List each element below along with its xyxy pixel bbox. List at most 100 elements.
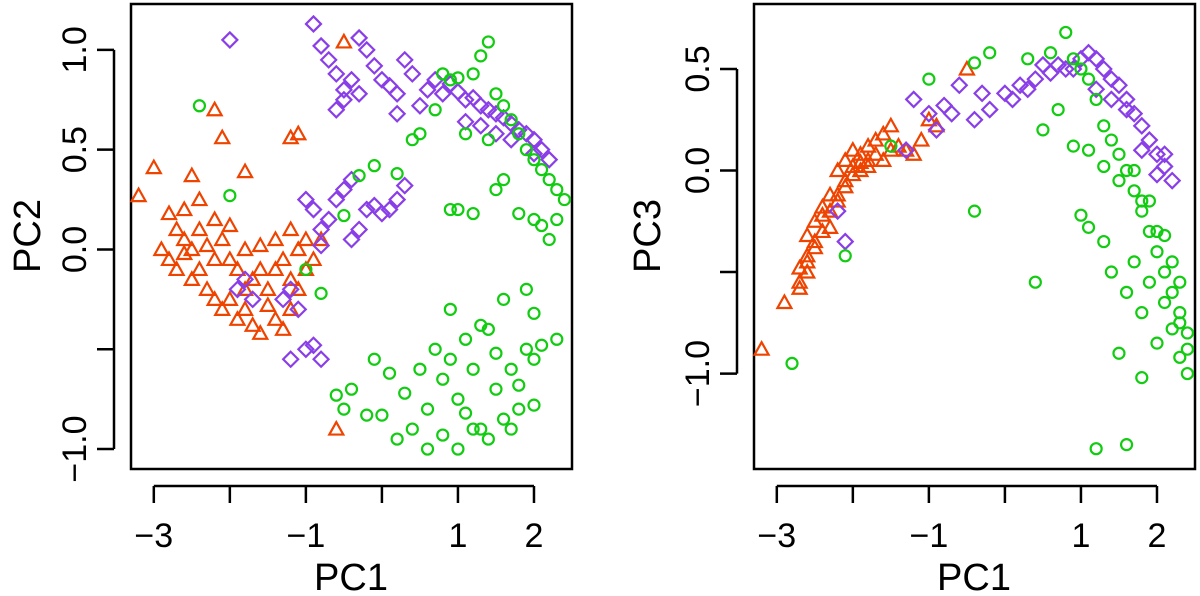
y-tick-label: −1.0 (56, 415, 94, 482)
y-tick-label: 0.0 (56, 226, 94, 273)
diamond-point (950, 76, 969, 95)
diamond-point (935, 96, 954, 115)
circle-point (458, 127, 473, 141)
diamond-point (281, 280, 300, 299)
diamond-point (456, 112, 475, 131)
triangle-point (805, 232, 824, 249)
circle-point (428, 342, 442, 356)
circle-point (512, 206, 526, 221)
triangle-point (175, 244, 194, 261)
diamond-point (927, 120, 946, 139)
circle-point (375, 408, 389, 422)
circle-point (496, 412, 511, 426)
circle-point (489, 346, 503, 360)
diamond-point (327, 100, 346, 119)
diamond-point (1132, 116, 1151, 135)
triangle-point (851, 161, 870, 178)
diamond-point (433, 84, 452, 103)
triangle-point (874, 151, 893, 167)
triangle-point (335, 32, 353, 49)
circle-point (390, 167, 404, 181)
circle-point (344, 382, 359, 396)
diamond-point (289, 300, 308, 319)
circle-point (1165, 255, 1179, 269)
x-tick-label: −3 (757, 517, 796, 555)
x-tick-label: 2 (525, 517, 544, 555)
diamond-point (919, 104, 938, 123)
circle-point (443, 352, 457, 366)
circle-point (1066, 139, 1080, 153)
circle-point (481, 322, 495, 336)
circle-point (527, 153, 541, 167)
triangle-point (821, 201, 839, 218)
circle-point (192, 99, 207, 113)
diamond-point (220, 30, 239, 49)
triangle-point (897, 140, 915, 157)
diamond-point (319, 50, 338, 69)
triangle-point (821, 185, 839, 202)
circle-point (1157, 295, 1172, 310)
y-axis-ticks: −1.0 0.0 0.5 1.0 (56, 26, 116, 483)
scatter-plot-pc1-pc3: −3 −1 1 2 −1.0 0.0 0.5 PC1 PC3 (627, 2, 1197, 596)
triangle-point (289, 124, 308, 141)
triangle-point (213, 128, 232, 145)
triangle-point (205, 290, 224, 306)
diamond-point (388, 104, 407, 123)
triangle-point (836, 151, 855, 167)
data-points (752, 25, 1194, 456)
y-tick-label: −1.0 (679, 340, 717, 407)
circle-point (1112, 147, 1126, 161)
triangle-point (859, 157, 877, 174)
x-tick-label: 2 (1148, 517, 1167, 555)
circle-point (474, 422, 488, 436)
triangle-point (175, 200, 194, 217)
triangle-point (258, 296, 277, 312)
triangle-point (881, 116, 900, 133)
circle-point (1104, 133, 1118, 147)
y-tick-label: 1.0 (56, 26, 94, 73)
circle-point (1097, 159, 1111, 174)
circle-point (922, 72, 936, 86)
diamond-point (395, 50, 414, 69)
triangle-point (228, 310, 247, 326)
triangle-point (775, 293, 794, 310)
triangle-point (213, 300, 232, 316)
circle-point (504, 362, 518, 376)
circle-point (512, 378, 526, 392)
diamond-point (388, 84, 407, 103)
x-tick-label: −3 (134, 517, 173, 555)
diamond-point (1163, 171, 1182, 190)
diamond-point (897, 141, 916, 160)
triangle-point (790, 258, 809, 275)
diamond-point (942, 104, 961, 123)
y-axis-label: PC3 (627, 199, 669, 273)
circle-point (299, 262, 313, 277)
diamond-point (1155, 145, 1174, 164)
circle-point (1036, 123, 1050, 137)
diamond-point (312, 350, 331, 369)
triangle-point (798, 226, 817, 243)
circle-point (420, 442, 435, 456)
diamond-point (410, 96, 429, 115)
triangle-point (251, 236, 270, 253)
circle-point (413, 362, 427, 376)
circle-point (1127, 163, 1141, 178)
x-tick-label: −1 (909, 517, 948, 555)
diamond-point (418, 80, 437, 99)
circle-point (557, 192, 571, 207)
circle-point (1180, 326, 1194, 340)
triangle-point (251, 260, 270, 277)
triangle-point (236, 300, 254, 316)
triangle-point (167, 260, 186, 277)
circle-point (1074, 208, 1088, 222)
diamond-point (1147, 145, 1167, 164)
circle-point (436, 428, 450, 442)
circle-point (1059, 25, 1073, 40)
diamond-point (502, 130, 521, 149)
diamond-point (1087, 80, 1106, 99)
diamond-point (471, 116, 490, 135)
circle-point (451, 202, 465, 217)
circle-point (1104, 265, 1118, 279)
triangle-point (190, 190, 209, 207)
circle-point (504, 113, 518, 127)
